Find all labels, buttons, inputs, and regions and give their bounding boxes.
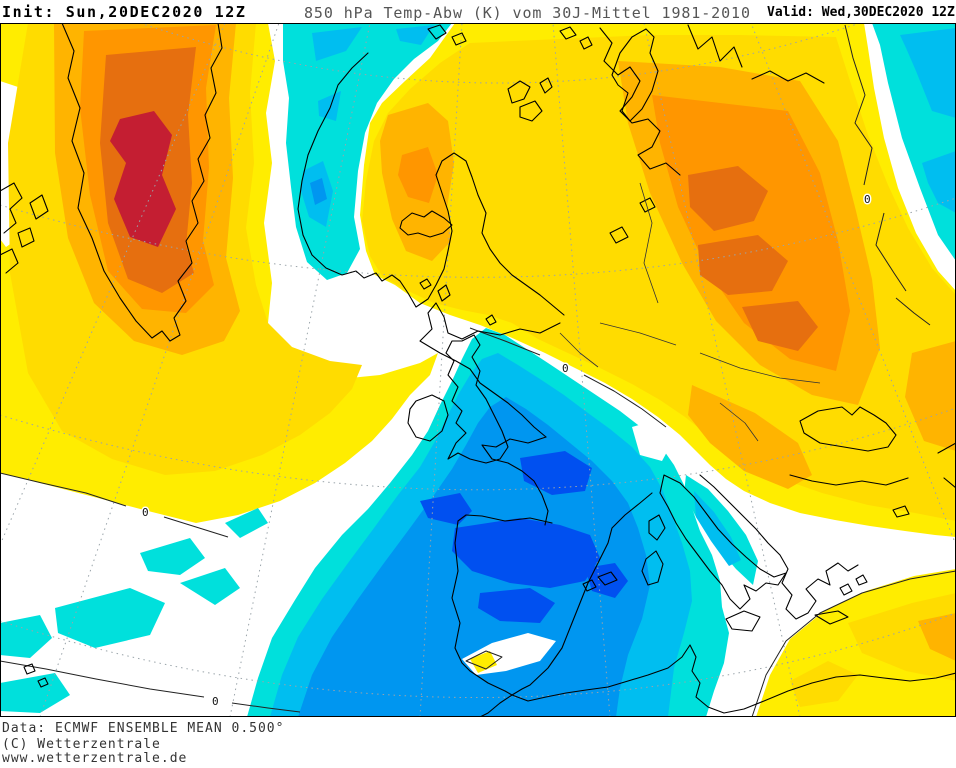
copyright-text: (C) Wetterzentrale xyxy=(2,737,161,752)
weather-map: 0 0 0 0 xyxy=(0,23,956,717)
map-title: 850 hPa Temp-Abw (K) vom 30J-Mittel 1981… xyxy=(304,4,751,22)
anomaly-fields-layer xyxy=(0,23,956,717)
init-time-label: Init: Sun,20DEC2020 12Z xyxy=(2,3,247,21)
footer-bar: Data: ECMWF ENSEMBLE MEAN 0.500° (C) Wet… xyxy=(0,717,956,768)
valid-time-label: Valid: Wed,30DEC2020 12Z xyxy=(767,5,955,20)
anomaly-map-canvas: 0 0 0 0 xyxy=(0,23,956,717)
data-source-text: Data: ECMWF ENSEMBLE MEAN 0.500° xyxy=(2,721,285,736)
country-borders-layer xyxy=(559,182,821,442)
header-bar: Init: Sun,20DEC2020 12Z 850 hPa Temp-Abw… xyxy=(0,0,956,23)
coastlines-layer xyxy=(0,23,956,717)
contour-zero-label: 0 xyxy=(864,193,871,206)
website-text: www.wetterzentrale.de xyxy=(2,751,188,766)
contour-zero-label: 0 xyxy=(562,362,569,375)
contour-zero-label: 0 xyxy=(142,506,149,519)
zero-contour-layer: 0 0 0 0 xyxy=(0,24,956,717)
graticule-layer xyxy=(0,23,956,717)
contour-zero-label: 0 xyxy=(212,695,219,708)
